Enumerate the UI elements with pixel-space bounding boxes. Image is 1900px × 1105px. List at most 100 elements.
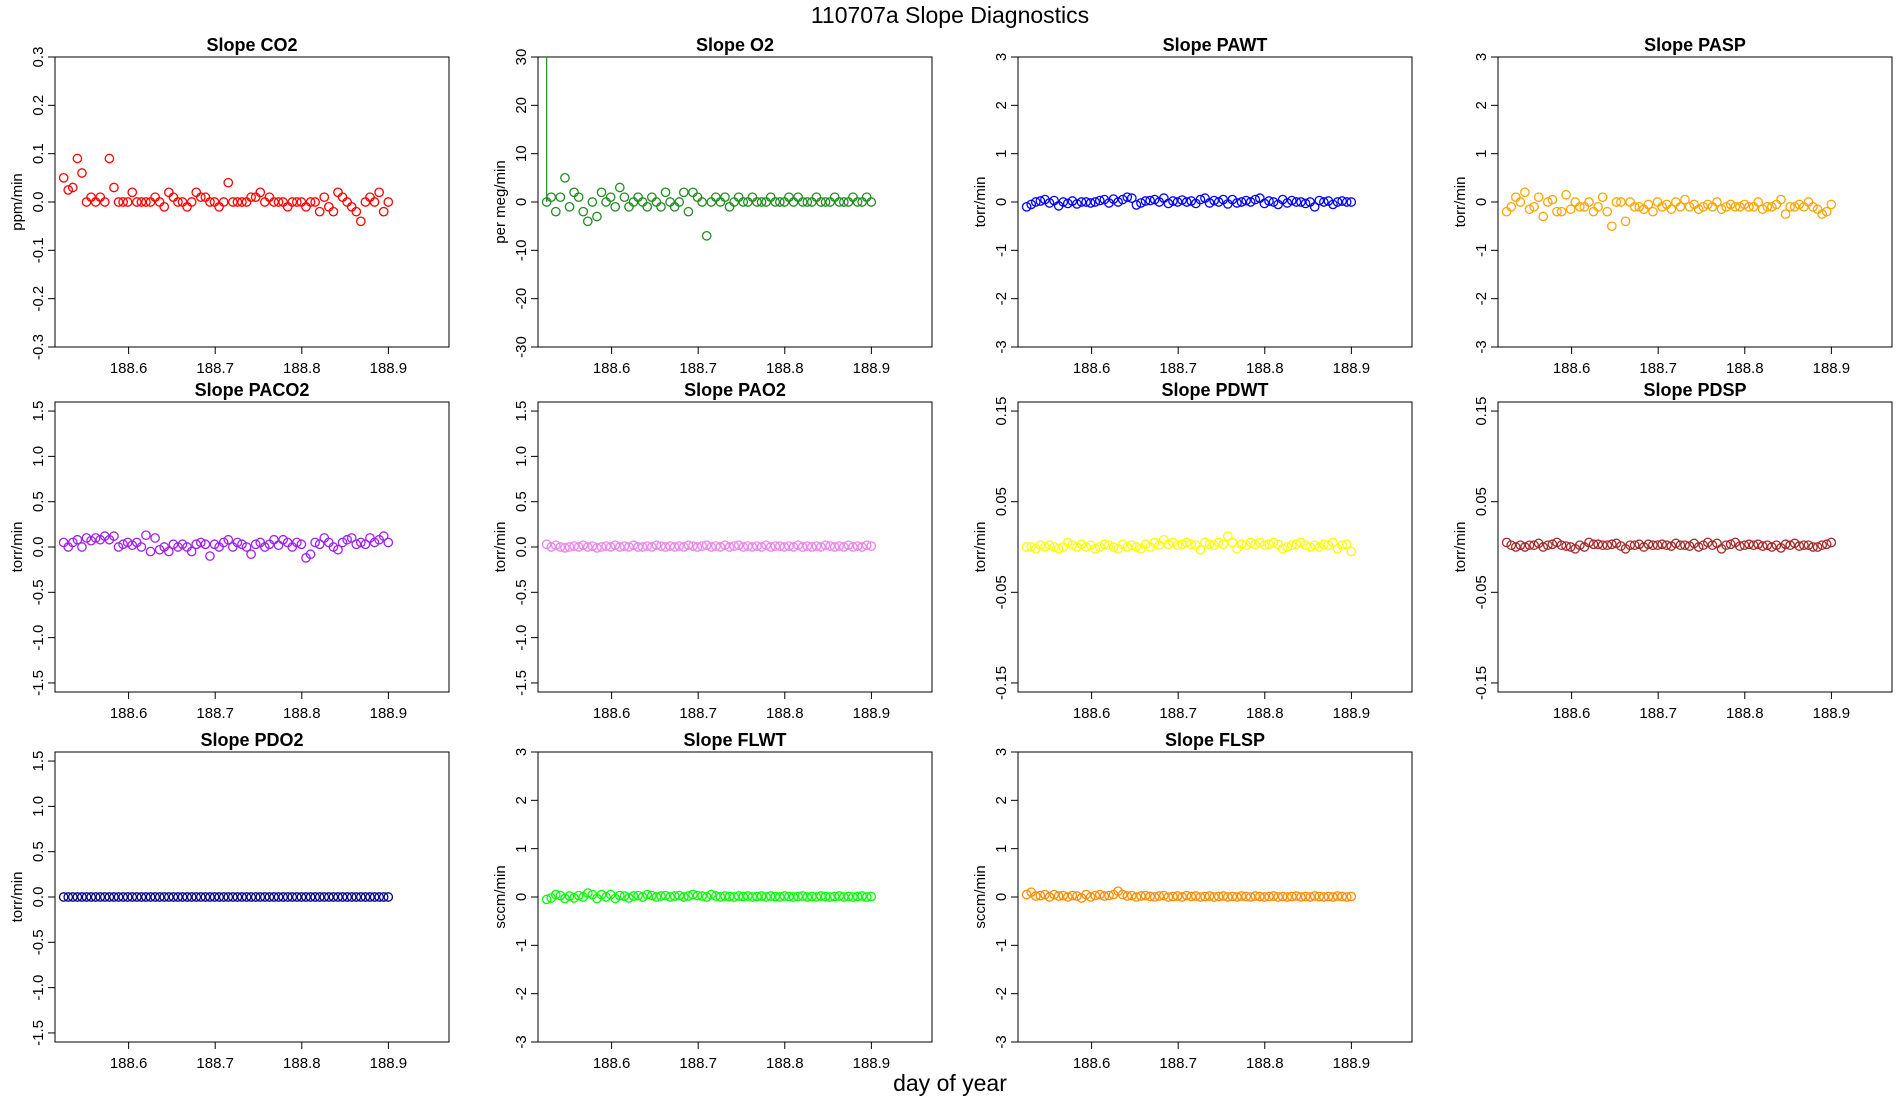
data-point <box>619 891 630 901</box>
data-point <box>1734 541 1745 551</box>
data-point <box>820 197 831 207</box>
x-tick-label: 188.6 <box>593 705 631 722</box>
data-point <box>688 889 698 900</box>
data-point <box>1200 891 1210 902</box>
data-point <box>1035 540 1046 551</box>
data-point <box>195 892 206 902</box>
data-point <box>1675 201 1686 212</box>
y-axis-label: torr/min <box>9 522 26 573</box>
data-point <box>1291 539 1302 550</box>
x-tick-label: 188.8 <box>283 360 321 377</box>
data-point <box>669 542 680 552</box>
data-point <box>1090 543 1101 554</box>
data-point <box>360 539 371 550</box>
data-point <box>351 206 362 217</box>
data-point <box>683 206 694 217</box>
data-point <box>1181 890 1192 901</box>
data-point <box>1817 209 1827 219</box>
y-tick-label: -2 <box>1473 292 1490 305</box>
y-tick-label: -0.5 <box>513 579 530 605</box>
data-point <box>1076 197 1087 207</box>
data-point <box>1346 197 1357 207</box>
data-point <box>1181 537 1192 548</box>
data-point <box>1524 204 1535 215</box>
data-point <box>1085 892 1096 902</box>
data-point <box>1341 197 1352 207</box>
y-tick-label: 2 <box>1473 101 1490 109</box>
data-point <box>1725 539 1736 550</box>
plot-frame <box>1497 401 1893 693</box>
data-point <box>118 892 128 902</box>
data-point <box>305 197 316 207</box>
data-point <box>747 192 758 203</box>
data-point <box>633 890 643 901</box>
data-point <box>802 197 813 207</box>
data-point <box>1561 189 1571 200</box>
data-point <box>259 892 270 902</box>
data-point <box>838 197 849 207</box>
data-point <box>1625 197 1635 207</box>
data-point <box>1062 892 1073 902</box>
data-point <box>360 197 371 207</box>
data-point <box>1140 890 1151 901</box>
data-point <box>550 206 561 217</box>
figure-title: 110707a Slope Diagnostics <box>810 2 1090 28</box>
data-point <box>715 197 726 207</box>
data-point <box>1090 197 1101 207</box>
data-point <box>701 892 712 902</box>
data-point <box>1296 197 1306 207</box>
data-point <box>633 192 643 203</box>
x-tick-label: 188.8 <box>1246 1055 1284 1072</box>
data-point <box>1163 539 1174 550</box>
data-point <box>232 197 243 207</box>
data-point <box>578 540 589 551</box>
x-tick-label: 188.7 <box>196 360 234 377</box>
data-point <box>816 542 826 552</box>
data-point <box>1314 195 1325 206</box>
data-point <box>816 197 826 207</box>
data-point <box>291 537 302 548</box>
data-point <box>1099 891 1110 901</box>
data-point <box>1556 206 1567 217</box>
data-point <box>131 892 142 902</box>
data-point <box>610 540 621 551</box>
data-point <box>1821 206 1832 217</box>
data-point <box>1314 891 1325 902</box>
data-point <box>1597 192 1608 203</box>
data-point <box>1524 540 1535 551</box>
data-point <box>720 192 730 203</box>
data-point <box>1346 891 1357 902</box>
data-point <box>1218 539 1229 550</box>
y-axis-label: per meg/min <box>492 160 509 243</box>
data-point <box>1506 201 1517 212</box>
data-point <box>127 187 138 198</box>
y-tick-label: -0.05 <box>993 575 1010 609</box>
data-point <box>1826 537 1837 548</box>
data-point <box>683 891 694 901</box>
data-point <box>1172 540 1183 551</box>
y-tick-label: 0.15 <box>1473 396 1490 425</box>
data-point <box>1236 539 1247 550</box>
data-point <box>282 201 293 212</box>
panel-slope-o2: Slope O2 -30 -20 -10 0 10 20 30 per meg/min 188.6… <box>492 35 933 377</box>
data-point <box>241 542 252 552</box>
data-point <box>195 192 206 203</box>
data-point <box>1337 196 1347 206</box>
data-point <box>811 892 822 902</box>
data-point <box>1044 198 1055 208</box>
y-tick-label: 1 <box>993 149 1010 157</box>
data-point <box>569 541 579 551</box>
data-point <box>141 892 151 902</box>
y-tick-label: 0.5 <box>30 841 47 862</box>
data-point <box>1172 197 1183 207</box>
data-point <box>1250 891 1261 901</box>
data-point <box>692 192 703 203</box>
data-point <box>337 892 348 902</box>
data-point <box>99 197 110 207</box>
x-tick-label: 188.9 <box>1333 360 1371 377</box>
data-point <box>1204 539 1215 550</box>
data-point <box>287 197 298 207</box>
y-tick-label: 0 <box>513 893 530 901</box>
data-point <box>109 531 119 541</box>
